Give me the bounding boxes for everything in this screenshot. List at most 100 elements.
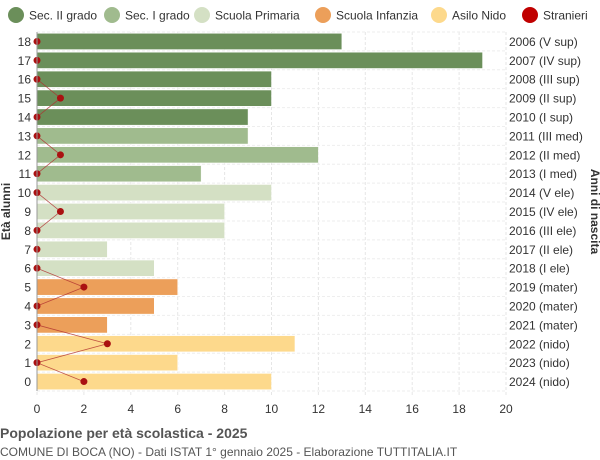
legend-item-prim: Scuola Primaria	[194, 7, 300, 23]
legend-label-stranieri: Stranieri	[543, 9, 588, 23]
y-axis-title-left: Età alunni	[0, 183, 13, 240]
x-tick-label: 6	[174, 402, 181, 416]
birth-year-label: 2021 (mater)	[509, 318, 578, 332]
x-tick-label: 8	[221, 402, 228, 416]
axes: 0 2 4 6 8 10 12 14 16 18 2018 2006 (V sup)17 2007 (I…	[0, 32, 600, 416]
birth-year-label: 2007 (IV sup)	[509, 54, 581, 68]
bar-age-12	[36, 146, 319, 164]
bars	[36, 33, 483, 390]
bar-age-8	[36, 222, 225, 239]
bar-age-7	[36, 240, 108, 258]
age-tick-label: 0	[24, 375, 31, 389]
legend-label-prim: Scuola Primaria	[215, 9, 300, 23]
birth-year-label: 2017 (II ele)	[509, 243, 573, 257]
age-tick-label: 4	[24, 299, 31, 313]
legend: Sec. II grado Sec. I grado Scuola Primaria…	[8, 7, 588, 23]
age-tick-label: 6	[24, 262, 31, 276]
bar-age-13	[36, 127, 249, 145]
x-tick-label: 10	[265, 402, 279, 416]
bar-age-3	[36, 316, 108, 334]
birth-year-label: 2015 (IV ele)	[509, 205, 578, 219]
birth-year-label: 2023 (nido)	[509, 356, 570, 370]
birth-year-label: 2010 (I sup)	[509, 111, 573, 125]
legend-label-inf: Scuola Infanzia	[336, 9, 418, 23]
y-axis-title-right: Anni di nascita	[588, 169, 600, 255]
stranieri-point-age-0	[80, 378, 88, 386]
age-tick-label: 14	[18, 111, 32, 125]
age-tick-label: 18	[18, 35, 32, 49]
bar-age-4	[36, 297, 155, 315]
bar-age-16	[36, 70, 272, 88]
birth-year-label: 2012 (II med)	[509, 148, 580, 162]
chart-footer-subtitle: COMUNE DI BOCA (NO) - Dati ISTAT 1° genn…	[0, 445, 458, 459]
age-tick-label: 10	[18, 186, 32, 200]
legend-swatch-nido	[431, 7, 447, 23]
legend-swatch-stranieri	[522, 7, 538, 23]
legend-swatch-sec2	[8, 7, 24, 23]
age-tick-label: 11	[19, 167, 32, 181]
x-tick-label: 4	[127, 402, 134, 416]
age-tick-label: 3	[24, 318, 31, 332]
age-tick-label: 16	[18, 73, 32, 87]
legend-label-sec2: Sec. II grado	[29, 9, 97, 23]
birth-year-label: 2011 (III med)	[509, 129, 583, 143]
birth-year-label: 2006 (V sup)	[509, 35, 578, 49]
legend-item-stranieri: Stranieri	[522, 7, 588, 23]
birth-year-label: 2013 (I med)	[509, 167, 577, 181]
birth-year-label: 2020 (mater)	[509, 299, 578, 313]
school-age-bar-chart: Sec. II grado Sec. I grado Scuola Primaria…	[0, 7, 600, 416]
birth-year-label: 2016 (III ele)	[509, 224, 576, 238]
bar-age-9	[36, 203, 225, 220]
age-tick-label: 8	[24, 224, 31, 238]
bar-age-5	[36, 278, 178, 296]
age-tick-label: 13	[18, 129, 32, 143]
x-tick-label: 16	[406, 402, 420, 416]
chart-footer-title: Popolazione per età scolastica - 2025	[0, 425, 248, 441]
bar-age-10	[36, 184, 272, 201]
bar-age-2	[36, 335, 296, 353]
stranieri-point-age-2	[103, 340, 111, 348]
birth-year-label: 2018 (I ele)	[509, 262, 570, 276]
x-tick-label: 2	[81, 402, 88, 416]
x-tick-label: 20	[499, 402, 513, 416]
legend-item-inf: Scuola Infanzia	[315, 7, 418, 23]
stranieri-point-age-5	[80, 283, 88, 291]
age-tick-label: 2	[24, 337, 31, 351]
age-tick-label: 5	[24, 281, 31, 295]
birth-year-label: 2024 (nido)	[509, 375, 570, 389]
bar-age-15	[36, 89, 272, 107]
bar-age-6	[36, 259, 155, 277]
age-tick-label: 1	[24, 356, 31, 370]
age-tick-label: 17	[18, 54, 32, 68]
age-tick-label: 7	[24, 243, 31, 257]
legend-swatch-inf	[315, 7, 331, 23]
legend-item-nido: Asilo Nido	[431, 7, 506, 23]
age-tick-label: 15	[18, 92, 32, 106]
stranieri-point-age-12	[56, 151, 64, 159]
x-tick-label: 0	[34, 402, 41, 416]
bar-age-0	[36, 373, 272, 390]
legend-item-sec2: Sec. II grado	[8, 7, 97, 23]
legend-swatch-prim	[194, 7, 210, 23]
bar-age-11	[36, 165, 202, 183]
birth-year-label: 2009 (II sup)	[509, 92, 576, 106]
x-tick-label: 14	[359, 402, 373, 416]
bar-age-14	[36, 108, 249, 126]
birth-year-label: 2019 (mater)	[509, 281, 578, 295]
legend-label-nido: Asilo Nido	[452, 9, 506, 23]
legend-item-sec1: Sec. I grado	[104, 7, 190, 23]
birth-year-label: 2014 (V ele)	[509, 186, 574, 200]
stranieri-point-age-9	[56, 208, 64, 215]
stranieri-point-age-15	[56, 94, 64, 102]
legend-label-sec1: Sec. I grado	[125, 9, 190, 23]
legend-swatch-sec1	[104, 7, 120, 23]
age-tick-label: 12	[18, 148, 32, 162]
age-tick-label: 9	[24, 205, 31, 219]
bar-age-17	[36, 51, 483, 69]
birth-year-label: 2022 (nido)	[509, 337, 570, 351]
bar-age-18	[36, 33, 343, 50]
x-tick-label: 12	[312, 402, 326, 416]
x-tick-label: 18	[452, 402, 466, 416]
birth-year-label: 2008 (III sup)	[509, 73, 580, 87]
